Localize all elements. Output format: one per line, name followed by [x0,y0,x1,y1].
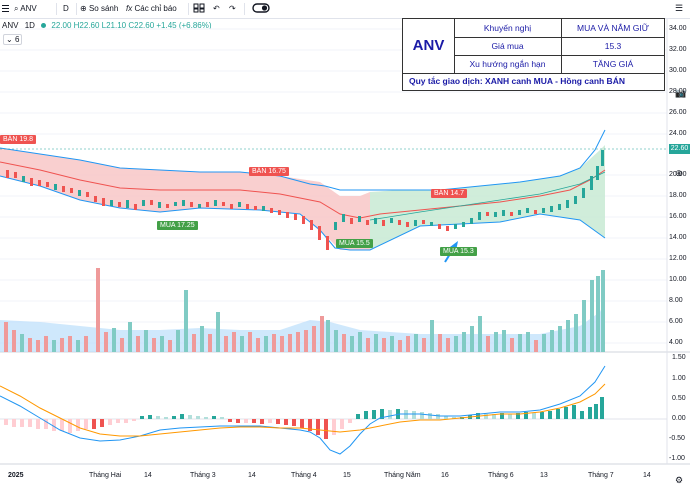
function-icon: fx [126,4,133,13]
undo-icon[interactable]: ↶ [213,4,220,13]
time-tick: 16 [441,472,449,479]
price-tick: 26.00 [669,109,687,116]
osc-tick: 0.50 [672,395,686,402]
row-label: Xu hướng ngắn hạn [454,55,562,73]
time-tick: 15 [343,472,351,479]
time-tick: Tháng Năm [384,472,421,479]
table-ticker: ANV [403,19,455,74]
row-value: 15.3 [604,41,622,51]
upper-band [0,129,606,191]
sell-label-16-75: BÁN 16.75 [249,167,289,176]
search-icon: ⌕ [14,4,19,13]
buy-label-17-25: MUA 17.25 [157,221,198,230]
indicators-label: Các chỉ báo [134,4,177,13]
price-tick: 6.00 [669,318,683,325]
price-axis[interactable]: 34.00 32.00 30.00 28.00 26.00 24.00 20.0… [669,0,690,464]
middle-band [0,161,606,219]
buy-label-15-5: MUA 15.5 [336,239,373,248]
row-value: TĂNG GIÁ [592,59,634,69]
zoom-add-icon[interactable]: ⊕ [675,168,683,178]
sell-label-19-8: BÁN 19.8 [0,135,36,144]
time-tick: Tháng 6 [488,472,514,479]
bearish-zone [0,148,370,250]
legend-interval: 1D [24,21,35,30]
indicator-count: 6 [14,35,20,44]
toggle-icon[interactable] [252,2,270,18]
row-label: Giá mua [454,37,562,55]
price-tick: 16.00 [669,213,687,220]
templates-icon[interactable] [193,3,205,17]
osc-tick: 1.00 [672,375,686,382]
symbol-label: ANV [20,4,37,13]
lower-band [0,175,606,251]
table-row-recommendation: Khuyến nghị MUA VÀ NẮM GIỮ [454,19,664,38]
osc-tick: -1.00 [669,455,685,462]
time-tick: 13 [540,472,548,479]
trading-rule-text: Quy tắc giao dịch: XANH canh MUA - Hồng … [409,76,625,86]
price-tick: 10.00 [669,276,687,283]
time-tick: Tháng 7 [588,472,614,479]
volume-bars [4,268,605,352]
legend-symbol: ANV [2,21,19,30]
chevron-down-icon: ⌄ [6,35,13,44]
menu-icon[interactable] [0,0,10,18]
legend-row: ANV 1D 22.00 H22.60 L21.10 C22.60 +1.45 … [2,20,212,31]
price-tick: 28.00 [669,88,687,95]
price-tick: 20.00 [669,171,687,178]
price-tick: 32.00 [669,46,687,53]
table-row-trend: Xu hướng ngắn hạn TĂNG GIÁ [454,55,664,74]
time-tick: 14 [144,472,152,479]
time-tick: 2025 [8,472,24,479]
sell-label-14-7: BÁN 14.7 [431,189,467,198]
signal-line [0,383,606,437]
time-tick: Tháng Hai [89,472,122,479]
price-tick: 30.00 [669,67,687,74]
compare-label: So sánh [88,4,119,13]
time-axis[interactable]: 2025 Tháng Hai 14 Tháng 3 14 Tháng 4 15 … [0,466,667,487]
settings-icon[interactable]: ⚙ [675,475,684,485]
price-tick: 14.00 [669,234,687,241]
interval-button[interactable]: D [63,4,69,13]
time-tick: Tháng 4 [291,472,317,479]
time-tick: 14 [643,472,651,479]
macd-line [0,365,606,455]
table-row-buy-price: Giá mua 15.3 [454,37,664,56]
price-tick: 12.00 [669,255,687,262]
osc-tick: -0.50 [669,435,685,442]
price-tick: 24.00 [669,130,687,137]
redo-icon[interactable]: ↷ [229,4,236,13]
candles [6,150,604,250]
symbol-search-button[interactable]: ⌕ ANV [14,3,37,15]
row-value: MUA VÀ NẮM GIỮ [577,23,649,33]
compare-button[interactable]: ⊕ So sánh [80,3,118,15]
time-tick: 14 [248,472,256,479]
signal-line-green [369,171,606,221]
camera-icon[interactable]: 📷 [675,88,687,98]
indicators-collapse[interactable]: ⌄ 6 [3,34,23,45]
buy-label-15-3: MUA 15.3 [440,247,477,256]
volume-ma-area [0,300,605,352]
bullish-zone [370,145,605,250]
last-price-tag: 22.60 [669,144,690,154]
price-tick: 8.00 [669,297,683,304]
recommendation-table: ANV Khuyến nghị MUA VÀ NẮM GIỮ Giá mua 1… [402,18,665,91]
osc-tick: 1.50 [672,354,686,361]
price-tick: 34.00 [669,25,687,32]
plus-circle-icon: ⊕ [80,4,87,13]
osc-tick: 0.00 [672,415,686,422]
top-toolbar: ⌕ ANV D ⊕ So sánh fx Các chỉ báo ↶ ↷ [0,0,690,19]
indicators-button[interactable]: fx Các chỉ báo [126,3,177,15]
time-tick: Tháng 3 [190,472,216,479]
price-tick: 18.00 [669,192,687,199]
menu-dots-icon[interactable]: ☰ [675,3,684,13]
price-tick: 4.00 [669,339,683,346]
legend-ohlc: 22.00 H22.60 L21.10 C22.60 +1.45 (+6.86%… [51,21,212,30]
legend-dot [41,23,47,28]
osc-histogram [4,397,604,439]
row-label: Khuyến nghị [454,19,562,37]
